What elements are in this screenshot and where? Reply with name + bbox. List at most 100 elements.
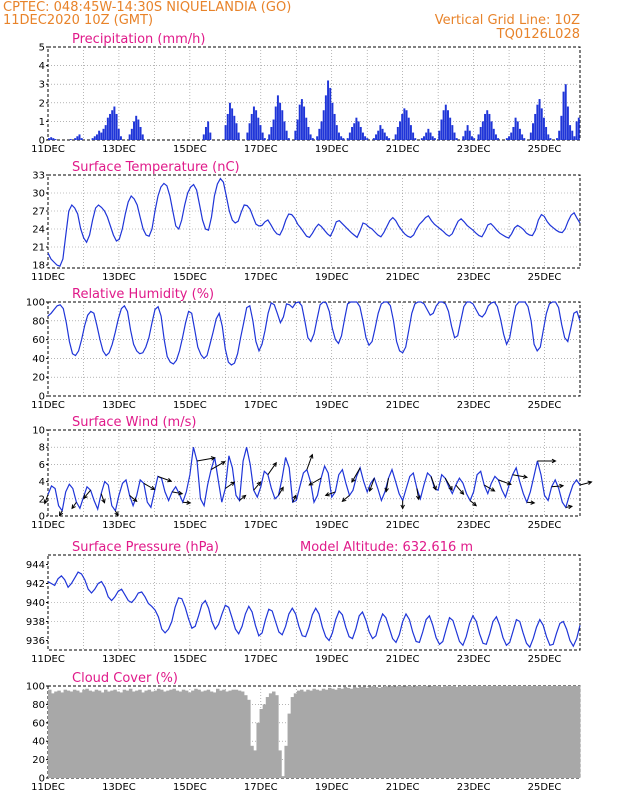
wind-arrow-shaft	[83, 489, 91, 499]
wind-arrow	[498, 479, 512, 486]
cloud-bar	[216, 688, 220, 778]
wind-arrow-head	[230, 481, 236, 486]
wind-arrow	[512, 474, 529, 479]
wind-arrow-shaft	[210, 461, 226, 470]
wind-arrow-head	[83, 494, 88, 500]
wind-arrow-head	[167, 478, 173, 483]
precip-bar	[425, 132, 428, 140]
wind-arrow-head	[415, 495, 421, 501]
x-tick-label: 21DEC	[386, 144, 420, 155]
cloud-bar	[356, 687, 360, 778]
precip-bar	[468, 130, 471, 140]
cloud-bar	[72, 689, 77, 778]
cloud-bar	[268, 693, 273, 778]
cloud-bar	[250, 745, 254, 778]
precip-bar	[237, 132, 240, 140]
wind-arrow-head	[114, 511, 119, 517]
precip-bar	[104, 125, 107, 140]
x-tick-label: 21DEC	[386, 654, 420, 665]
precip-bar	[102, 128, 105, 140]
precip-bar	[300, 99, 303, 140]
cloud-bar	[178, 691, 183, 778]
wind-arrow	[225, 481, 236, 489]
run-datetime: 11DEC2020 10Z (GMT)	[3, 13, 153, 28]
precip-bar	[394, 134, 397, 140]
cloud-bar	[440, 686, 444, 778]
precip-bar	[318, 128, 321, 140]
cloud-bar	[561, 686, 565, 778]
precip-bar	[455, 138, 458, 140]
precip-bar	[494, 134, 497, 140]
cloud-bar	[377, 687, 382, 778]
cloud-bar	[135, 690, 139, 778]
x-tick-label: 17DEC	[244, 272, 278, 283]
cloud-bar	[237, 690, 242, 778]
cloud-bar	[54, 691, 58, 778]
precip-bar	[335, 125, 338, 140]
wind-arrow-shaft	[225, 481, 235, 489]
x-tick-label: 19DEC	[315, 144, 349, 155]
wind-arrow-head	[308, 481, 314, 486]
panel-frame	[47, 301, 581, 397]
precip-bar	[263, 138, 266, 140]
y-tick-label: 1	[39, 117, 45, 128]
cloud-bar	[489, 686, 494, 778]
x-tick-label: 15DEC	[173, 144, 207, 155]
x-tick-label: 25DEC	[528, 144, 562, 155]
cloud-bar	[169, 689, 173, 778]
station-header: CPTEC: 048:45W-14:30S NIQUELANDIA (GO)	[3, 0, 291, 15]
precip-bar	[364, 136, 367, 140]
precip-bar	[401, 113, 404, 140]
y-tick-label: 60	[32, 718, 45, 729]
precip-bar	[409, 125, 412, 140]
cloud-bar	[468, 686, 472, 778]
precip-bar	[405, 110, 408, 140]
precip-bar	[577, 117, 580, 140]
cloud-bar	[160, 689, 164, 778]
y-tick-label: 942	[26, 579, 45, 590]
cloud-bar	[281, 776, 285, 778]
precip-bar	[207, 121, 210, 140]
precip-bar	[547, 134, 550, 140]
precip-bar	[484, 113, 487, 140]
model-code: TQ0126L028	[496, 27, 580, 42]
wind-arrow	[526, 500, 536, 505]
precip-bar	[375, 134, 378, 140]
precip-bar	[573, 136, 576, 140]
precip-bar	[209, 132, 212, 140]
precip-bar	[523, 138, 526, 140]
cloud-bar	[51, 693, 55, 778]
precip-bar	[272, 119, 275, 140]
cloud-bar	[474, 686, 478, 778]
precip-bar	[204, 126, 207, 140]
wind-arrow-head	[324, 492, 330, 497]
cloud-bar	[343, 686, 348, 778]
precip-bar	[542, 117, 545, 140]
precip-bar	[233, 115, 236, 140]
cloud-bar	[471, 686, 475, 778]
precip-bar	[538, 99, 541, 140]
cloud-bar	[480, 686, 484, 778]
cloud-bar	[499, 686, 503, 778]
cloud-bar	[116, 691, 120, 778]
cloud-bar	[244, 695, 248, 778]
wind-arrow	[384, 478, 389, 493]
x-tick-label: 17DEC	[244, 144, 278, 155]
y-tick-label: 944	[26, 560, 45, 571]
cloud-bar	[259, 709, 264, 778]
precip-bar	[255, 110, 258, 140]
precip-bar	[327, 80, 330, 140]
temperature-line	[47, 177, 581, 267]
precip-bar	[381, 128, 384, 140]
x-tick-label: 19DEC	[315, 782, 349, 793]
wind-arrow-shaft	[143, 482, 155, 490]
y-tick-label: 3	[39, 80, 45, 91]
cloud-bar	[362, 686, 366, 778]
precip-bar	[342, 138, 345, 140]
cloud-bar	[128, 688, 133, 778]
precip-bar	[294, 130, 297, 140]
cloud-bar	[464, 686, 469, 778]
wind-arrow	[341, 494, 350, 503]
cloud-bar	[387, 686, 391, 778]
